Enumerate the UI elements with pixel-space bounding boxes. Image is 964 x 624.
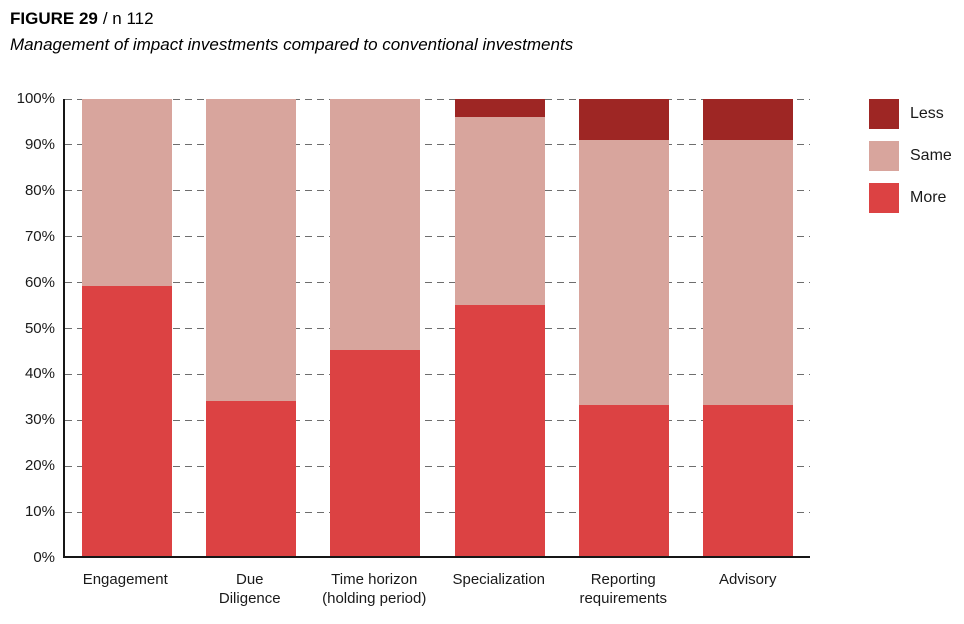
bar-segment-more <box>82 286 173 556</box>
gridline-90 <box>65 144 810 146</box>
x-category-label: Specialization <box>452 571 546 588</box>
figure-sample-size: / n 112 <box>102 9 154 28</box>
legend-swatch-more <box>869 183 899 213</box>
stacked-bar <box>454 99 545 556</box>
x-axis-labels: Engagement Due Diligence Time horizon (hol… <box>63 570 810 608</box>
legend-swatch-less <box>869 99 899 129</box>
legend-label: Less <box>910 105 944 122</box>
bar-segment-more <box>702 405 793 556</box>
gridline-80 <box>65 190 810 192</box>
figure-header: FIGURE 29/ n 112 Management of impact in… <box>10 8 573 56</box>
bar-segment-same <box>702 140 793 406</box>
gridline-60 <box>65 282 810 284</box>
bar-segment-more <box>454 304 545 556</box>
y-tick-label: 10% <box>24 503 55 521</box>
y-tick-label: 100% <box>16 90 55 107</box>
bar-slot <box>65 99 189 556</box>
x-category-label: Reporting requirements <box>579 571 668 607</box>
y-tick-label: 20% <box>24 457 55 475</box>
y-tick-label: 0% <box>33 549 55 566</box>
stacked-bar <box>330 99 421 556</box>
bars-container <box>65 99 810 556</box>
y-tick-label: 80% <box>24 181 55 199</box>
stacked-bar <box>578 99 669 556</box>
x-category-label: Engagement <box>82 571 168 588</box>
bar-segment-same <box>82 99 173 287</box>
stacked-bar <box>82 99 173 556</box>
bar-segment-more <box>578 405 669 556</box>
figure-title: FIGURE 29/ n 112 <box>10 8 573 30</box>
bar-segment-same <box>578 140 669 406</box>
bar-segment-more <box>206 400 297 556</box>
legend-label: More <box>910 189 947 206</box>
figure-subtitle: Management of impact investments compare… <box>10 35 574 54</box>
legend-item-more: More <box>869 183 952 213</box>
bar-slot <box>438 99 562 556</box>
gridline-10 <box>65 511 810 513</box>
gridline-50 <box>65 328 810 329</box>
bar-slot <box>189 99 313 556</box>
figure-number: FIGURE 29 <box>10 9 98 28</box>
legend-item-same: Same <box>869 141 952 171</box>
gridline-20 <box>65 465 810 467</box>
x-category-label: Time horizon (holding period) <box>322 571 427 607</box>
y-tick-label: 90% <box>24 135 55 153</box>
bar-slot <box>686 99 810 556</box>
plot-area <box>63 98 810 558</box>
gridline-100 <box>65 98 810 100</box>
legend-swatch-same <box>869 141 899 171</box>
gridline-30 <box>65 419 810 421</box>
gridline-40 <box>65 373 810 375</box>
x-category-label: Advisory <box>718 571 777 588</box>
legend-item-less: Less <box>869 99 952 129</box>
bar-segment-less <box>578 99 669 141</box>
bar-segment-same <box>330 99 421 351</box>
stacked-bar <box>206 99 297 556</box>
bar-slot <box>562 99 686 556</box>
x-category-label: Due Diligence <box>218 571 281 607</box>
bar-segment-more <box>330 350 421 556</box>
bar-segment-less <box>454 99 545 118</box>
y-tick-label: 30% <box>24 411 55 429</box>
bar-segment-same <box>454 117 545 305</box>
y-tick-label: 50% <box>24 319 55 337</box>
bar-slot <box>313 99 437 556</box>
bar-segment-less <box>702 99 793 141</box>
stacked-bar <box>702 99 793 556</box>
legend-label: Same <box>910 147 952 164</box>
y-tick-label: 70% <box>24 227 55 245</box>
legend: Less Same More <box>869 99 952 225</box>
gridline-70 <box>65 236 810 238</box>
y-tick-label: 60% <box>24 273 55 291</box>
bar-segment-same <box>206 99 297 401</box>
y-tick-label: 40% <box>24 365 55 383</box>
y-axis: 0% 10% 20% 30% 40% 50% 60% 70% 80% 90% 100% <box>0 90 55 566</box>
